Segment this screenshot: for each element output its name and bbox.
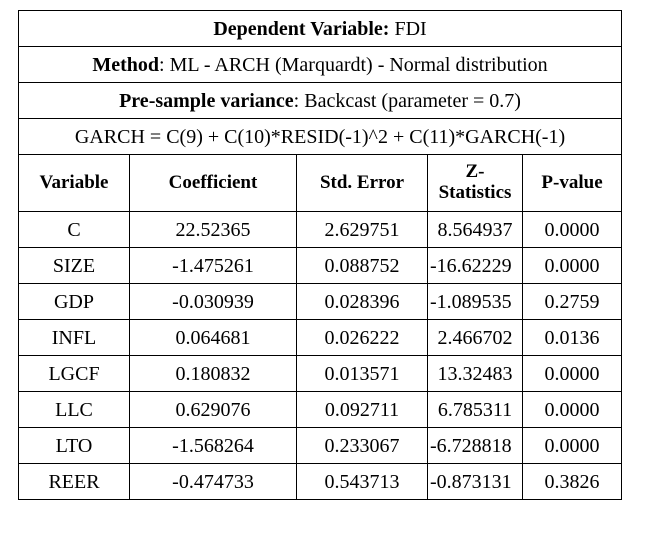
cell-coefficient: -1.568264 bbox=[129, 427, 297, 464]
cell-std-error: 0.233067 bbox=[296, 427, 428, 464]
column-header-std-error: Std. Error bbox=[296, 154, 428, 212]
dependent-variable-label: Dependent Variable: bbox=[213, 17, 390, 40]
header-garch-equation-row: GARCH = C(9) + C(10)*RESID(-1)^2 + C(11)… bbox=[17, 118, 623, 155]
garch-equation-cell: GARCH = C(9) + C(10)*RESID(-1)^2 + C(11)… bbox=[17, 118, 623, 155]
cell-p-value: 0.2759 bbox=[521, 283, 623, 320]
header-presample-variance-row: Pre-sample variance: Backcast (parameter… bbox=[17, 82, 623, 119]
cell-p-value: 0.0000 bbox=[521, 427, 623, 464]
regression-results-table: Dependent Variable: FDI Method: ML - ARC… bbox=[17, 10, 623, 500]
cell-variable: INFL bbox=[18, 319, 130, 356]
header-method-row: Method: ML - ARCH (Marquardt) - Normal d… bbox=[17, 46, 623, 83]
table-row: LTO -1.568264 0.233067 -6.728818 0.0000 bbox=[18, 427, 623, 464]
cell-std-error: 2.629751 bbox=[296, 211, 428, 248]
cell-z-statistic: 6.785311 bbox=[427, 391, 523, 428]
cell-variable: C bbox=[18, 211, 130, 248]
cell-coefficient: -0.474733 bbox=[129, 463, 297, 500]
cell-std-error: 0.088752 bbox=[296, 247, 428, 284]
cell-variable: LTO bbox=[18, 427, 130, 464]
cell-p-value: 0.0000 bbox=[521, 211, 623, 248]
cell-std-error: 0.026222 bbox=[296, 319, 428, 356]
cell-coefficient: -1.475261 bbox=[129, 247, 297, 284]
cell-coefficient: 0.629076 bbox=[129, 391, 297, 428]
header-dependent-variable-row: Dependent Variable: FDI bbox=[17, 10, 623, 47]
dependent-variable-value: FDI bbox=[389, 17, 427, 40]
cell-std-error: 0.013571 bbox=[296, 355, 428, 392]
cell-variable: GDP bbox=[18, 283, 130, 320]
table-row: GDP -0.030939 0.028396 -1.089535 0.2759 bbox=[18, 283, 623, 320]
cell-p-value: 0.0000 bbox=[521, 247, 623, 284]
cell-p-value: 0.3826 bbox=[521, 463, 623, 500]
presample-variance-label: Pre-sample variance bbox=[119, 89, 294, 112]
cell-coefficient: 22.52365 bbox=[129, 211, 297, 248]
cell-z-statistic: -16.62229 bbox=[427, 247, 523, 284]
table-row: INFL 0.064681 0.026222 2.466702 0.0136 bbox=[18, 319, 623, 356]
table-row: LLC 0.629076 0.092711 6.785311 0.0000 bbox=[18, 391, 623, 428]
cell-coefficient: 0.180832 bbox=[129, 355, 297, 392]
column-header-variable: Variable bbox=[18, 154, 130, 212]
cell-std-error: 0.543713 bbox=[296, 463, 428, 500]
table-row: SIZE -1.475261 0.088752 -16.62229 0.0000 bbox=[18, 247, 623, 284]
cell-z-statistic: 2.466702 bbox=[427, 319, 523, 356]
dependent-variable-cell: Dependent Variable: FDI bbox=[17, 10, 623, 47]
presample-variance-cell: Pre-sample variance: Backcast (parameter… bbox=[17, 82, 623, 119]
z-statistics-line-1: Z- bbox=[465, 161, 485, 183]
column-header-row: Variable Coefficient Std. Error Z- Stati… bbox=[18, 154, 623, 212]
column-header-z-statistics: Z- Statistics bbox=[427, 154, 523, 212]
method-value: : ML - ARCH (Marquardt) - Normal distrib… bbox=[159, 53, 548, 76]
table-row: C 22.52365 2.629751 8.564937 0.0000 bbox=[18, 211, 623, 248]
table-body: C 22.52365 2.629751 8.564937 0.0000 SIZE -1.47… bbox=[18, 211, 623, 500]
cell-z-statistic: -1.089535 bbox=[427, 283, 523, 320]
table-row: LGCF 0.180832 0.013571 13.32483 0.0000 bbox=[18, 355, 623, 392]
cell-z-statistic: 13.32483 bbox=[427, 355, 523, 392]
cell-p-value: 0.0136 bbox=[521, 319, 623, 356]
cell-variable: LGCF bbox=[18, 355, 130, 392]
column-header-coefficient: Coefficient bbox=[129, 154, 297, 212]
cell-variable: LLC bbox=[18, 391, 130, 428]
cell-std-error: 0.028396 bbox=[296, 283, 428, 320]
z-statistics-line-2: Statistics bbox=[438, 182, 512, 203]
cell-z-statistic: -6.728818 bbox=[427, 427, 523, 464]
table-row: REER -0.474733 0.543713 -0.873131 0.3826 bbox=[18, 463, 623, 500]
cell-z-statistic: 8.564937 bbox=[427, 211, 523, 248]
cell-std-error: 0.092711 bbox=[296, 391, 428, 428]
cell-p-value: 0.0000 bbox=[521, 355, 623, 392]
presample-variance-value: : Backcast (parameter = 0.7) bbox=[293, 89, 521, 112]
cell-coefficient: -0.030939 bbox=[129, 283, 297, 320]
cell-coefficient: 0.064681 bbox=[129, 319, 297, 356]
cell-variable: SIZE bbox=[18, 247, 130, 284]
cell-variable: REER bbox=[18, 463, 130, 500]
column-header-p-value: P-value bbox=[521, 154, 623, 212]
method-cell: Method: ML - ARCH (Marquardt) - Normal d… bbox=[17, 46, 623, 83]
cell-p-value: 0.0000 bbox=[521, 391, 623, 428]
cell-z-statistic: -0.873131 bbox=[427, 463, 523, 500]
method-label: Method bbox=[92, 53, 160, 76]
